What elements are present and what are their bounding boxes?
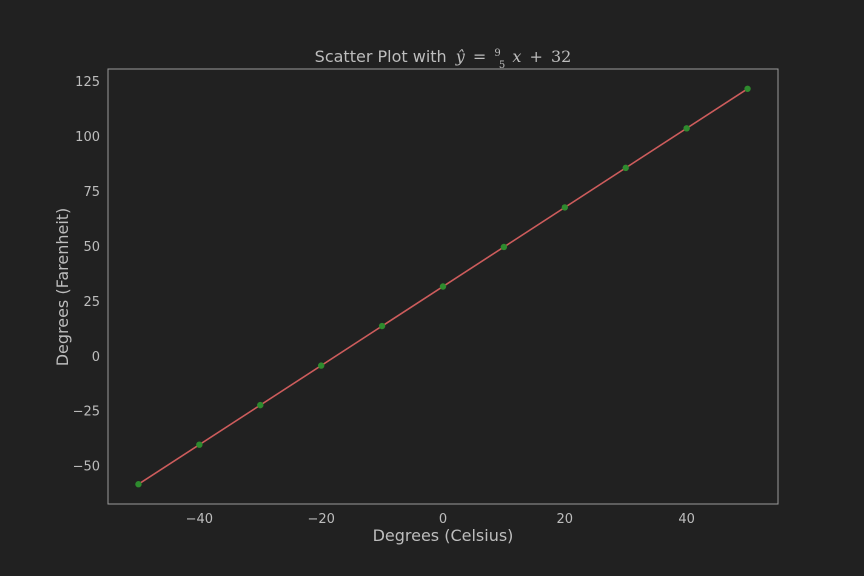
data-point: [439, 283, 447, 290]
y-axis-label: Degrees (Farenheit): [53, 208, 72, 367]
data-point: [317, 362, 325, 369]
y-ticks: −50 −25 0 25 50 75 100 125: [73, 75, 100, 474]
x-tick-label: 0: [439, 512, 447, 527]
chart-title-denominator: 5: [499, 60, 505, 71]
chart-title-plus: +: [529, 47, 542, 66]
x-tick-label: −20: [307, 512, 334, 527]
data-point: [135, 481, 142, 488]
data-point: [744, 85, 751, 92]
chart-title-variable: x: [512, 47, 521, 66]
y-tick-label: −50: [73, 460, 100, 475]
data-point: [683, 125, 690, 132]
data-point: [500, 243, 508, 251]
x-tick-label: −40: [186, 512, 213, 527]
x-tick-label: 20: [557, 512, 574, 527]
data-point: [622, 164, 629, 172]
chart-title: Scatter Plot with ŷ = 9 5 x + 32: [315, 41, 572, 72]
data-point: [561, 204, 569, 211]
y-tick-label: 0: [92, 350, 100, 365]
y-tick-label: 25: [83, 295, 100, 310]
chart-title-equals: =: [473, 47, 486, 66]
y-tick-label: 75: [83, 185, 100, 200]
x-axis-label: Degrees (Celsius): [373, 526, 514, 545]
y-tick-label: −25: [73, 405, 100, 420]
x-tick-label: 40: [678, 512, 695, 527]
axes-frame: [107, 68, 779, 505]
y-tick-label: 125: [75, 75, 100, 90]
chart-title-numerator: 9: [494, 48, 500, 59]
chart-title-yhat: ŷ: [455, 47, 466, 66]
y-tick-label: 100: [75, 130, 100, 145]
chart-title-text: Scatter Plot with: [315, 47, 447, 66]
chart-title-constant: 32: [551, 47, 571, 66]
data-point: [196, 441, 203, 448]
data-point: [257, 401, 264, 409]
points-group: [135, 85, 751, 488]
data-point: [378, 322, 386, 330]
y-tick-label: 50: [83, 240, 100, 255]
x-ticks: −40 −20 0 20 40: [186, 512, 695, 527]
